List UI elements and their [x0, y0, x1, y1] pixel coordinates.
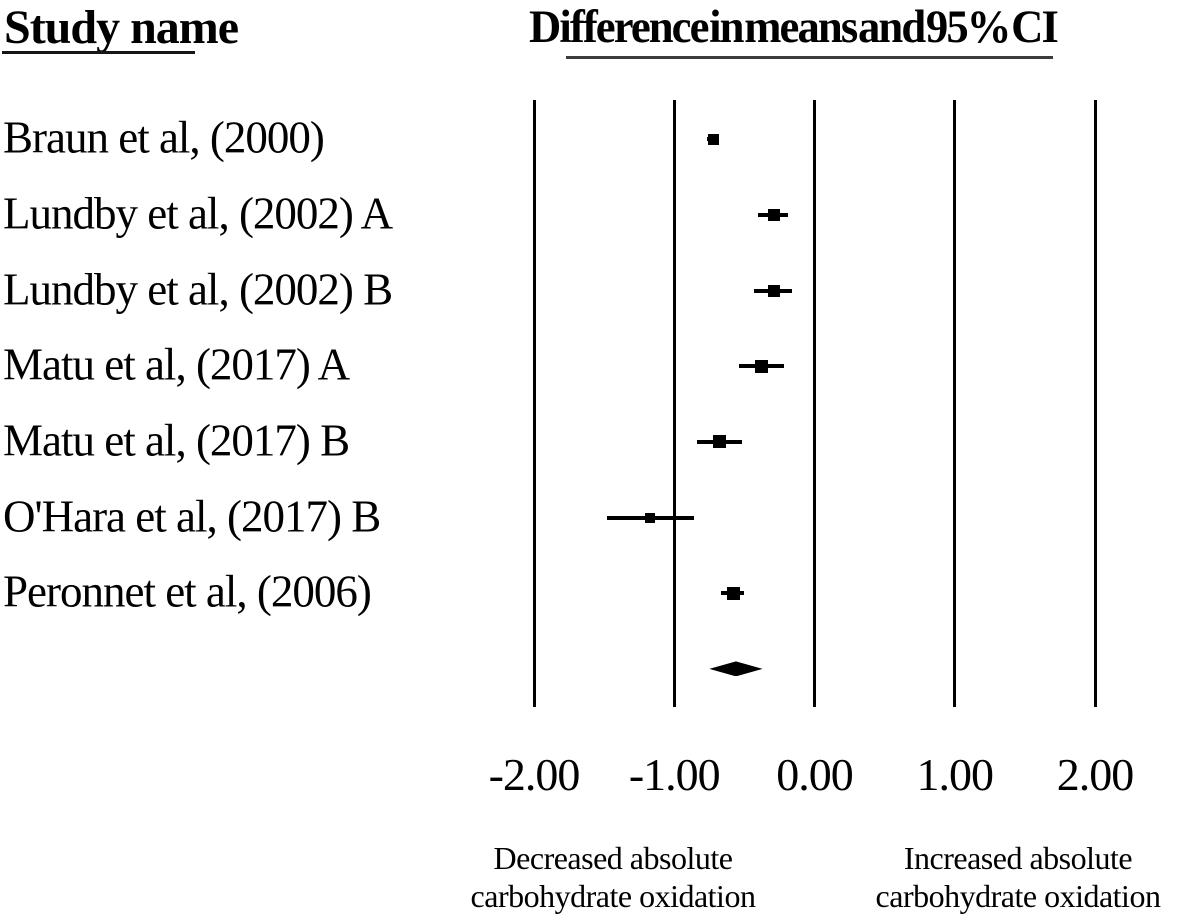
study-label: Lundby et al, (2002) A — [3, 188, 393, 239]
mean-square — [754, 359, 768, 373]
decreased-direction-label: Decreased absolute carbohydrate oxidatio… — [471, 839, 756, 915]
mean-square — [726, 586, 740, 600]
study-label: O'Hara et al, (2017) B — [3, 490, 381, 541]
study-name-header: Study name — [4, 1, 239, 54]
gridline — [813, 100, 816, 707]
study-label: Matu et al, (2017) B — [3, 415, 350, 466]
axis-tick-label: 2.00 — [1056, 749, 1134, 800]
study-label: Braun et al, (2000) — [3, 112, 325, 163]
pooled-diamond — [709, 661, 763, 677]
study-label: Matu et al, (2017) A — [3, 339, 350, 390]
axis-tick-label: 1.00 — [916, 749, 994, 800]
study-label: Peronnet et al, (2006) — [3, 566, 372, 617]
effect-size-header: Difference in means and 95% CI — [529, 1, 1059, 53]
study-label: Lundby et al, (2002) B — [3, 264, 393, 315]
mean-square — [712, 435, 726, 449]
gridline — [953, 100, 957, 707]
decreased-direction-line1: Decreased absolute — [493, 840, 733, 876]
mean-square — [767, 284, 780, 297]
decreased-direction-line2: carbohydrate oxidation — [470, 878, 756, 914]
increased-direction-label: Increased absolute carbohydrate oxidatio… — [876, 839, 1161, 915]
study-header-underline — [2, 51, 195, 54]
increased-direction-line1: Increased absolute — [903, 840, 1133, 876]
mean-square — [645, 512, 656, 523]
increased-direction-line2: carbohydrate oxidation — [875, 878, 1161, 914]
gridline — [1093, 100, 1097, 707]
gridline — [672, 100, 676, 707]
mean-square — [708, 133, 720, 145]
axis-tick-label: 0.00 — [776, 749, 853, 800]
gridline — [532, 100, 536, 707]
axis-tick-label: -2.00 — [488, 749, 581, 800]
effect-header-underline — [566, 56, 1053, 59]
axis-tick-label: -1.00 — [628, 749, 721, 800]
mean-square — [767, 208, 780, 221]
